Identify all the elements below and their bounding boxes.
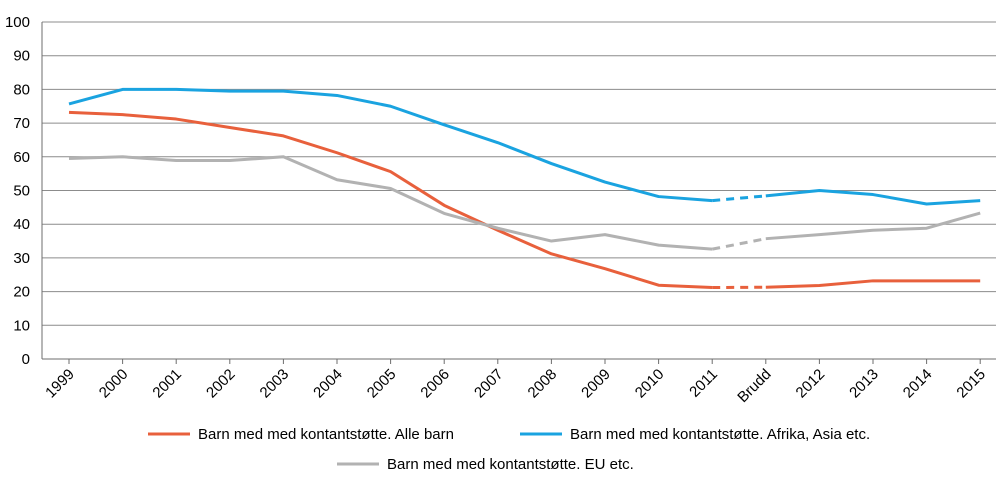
x-tick-label: 2008 bbox=[525, 366, 561, 402]
y-tick-label: 100 bbox=[5, 14, 30, 31]
series-line-2-part-2 bbox=[765, 211, 981, 241]
legend-item: Barn med med kontantstøtte. EU etc. bbox=[337, 456, 634, 473]
x-tick-label: Brudd bbox=[734, 366, 774, 406]
legend-item: Barn med med kontantstøtte. Alle barn bbox=[148, 426, 454, 443]
x-tick-label: 2006 bbox=[417, 366, 453, 402]
x-tick-label: 2000 bbox=[96, 366, 132, 402]
series-line-1-break bbox=[712, 194, 766, 203]
gridlines bbox=[42, 21, 996, 326]
x-tick-label: 2007 bbox=[471, 366, 507, 402]
y-tick-label: 30 bbox=[13, 250, 30, 267]
x-tick-label: 2012 bbox=[793, 366, 829, 402]
y-tick-labels: 0 10 20 30 40 50 60 70 80 90 100 bbox=[5, 14, 30, 368]
x-tick-label: 2002 bbox=[203, 366, 239, 402]
y-tick-label: 80 bbox=[13, 81, 30, 98]
x-tick-label: 2004 bbox=[310, 366, 346, 402]
y-tick-label: 40 bbox=[13, 216, 30, 233]
legend-label: Barn med med kontantstøtte. Alle barn bbox=[198, 426, 454, 443]
axes bbox=[41, 22, 996, 364]
y-tick-label: 10 bbox=[13, 317, 30, 334]
legend: Barn med med kontantstøtte. Alle barn Bar… bbox=[148, 426, 870, 473]
series-line-1-part-1 bbox=[68, 87, 713, 203]
x-tick-label: 2001 bbox=[149, 366, 185, 402]
x-tick-label: 2014 bbox=[900, 366, 936, 402]
legend-label: Barn med med kontantstøtte. EU etc. bbox=[387, 456, 634, 473]
series-line-2-part-1 bbox=[68, 155, 713, 251]
legend-label: Barn med med kontantstøtte. Afrika, Asia… bbox=[570, 426, 870, 443]
y-tick-label: 70 bbox=[13, 115, 30, 132]
x-tick-label: 2005 bbox=[364, 366, 400, 402]
series-line-0-part-2 bbox=[765, 279, 981, 289]
x-tick-label: 2003 bbox=[257, 366, 293, 402]
x-tick-label: 2010 bbox=[632, 366, 668, 402]
x-tick-label: 2013 bbox=[846, 366, 882, 402]
series-line-2-break bbox=[711, 237, 767, 251]
y-tick-label: 0 bbox=[22, 351, 30, 368]
series-lines bbox=[68, 87, 981, 290]
x-tick-label: 1999 bbox=[42, 366, 78, 402]
series-line-0-part-1 bbox=[68, 110, 713, 290]
y-tick-label: 60 bbox=[13, 149, 30, 166]
x-tick-labels: 1999 2000 2001 2002 2003 2004 2005 2006 2007 2008… bbox=[42, 366, 989, 406]
x-tick-label: 2009 bbox=[578, 366, 614, 402]
y-tick-label: 90 bbox=[13, 48, 30, 65]
legend-item: Barn med med kontantstøtte. Afrika, Asia… bbox=[520, 426, 870, 443]
x-tick-label: 2011 bbox=[686, 366, 721, 401]
y-tick-label: 20 bbox=[13, 284, 30, 301]
y-tick-label: 50 bbox=[13, 183, 30, 200]
x-tick-label: 2015 bbox=[953, 366, 989, 402]
series-line-1-part-2 bbox=[765, 189, 981, 206]
